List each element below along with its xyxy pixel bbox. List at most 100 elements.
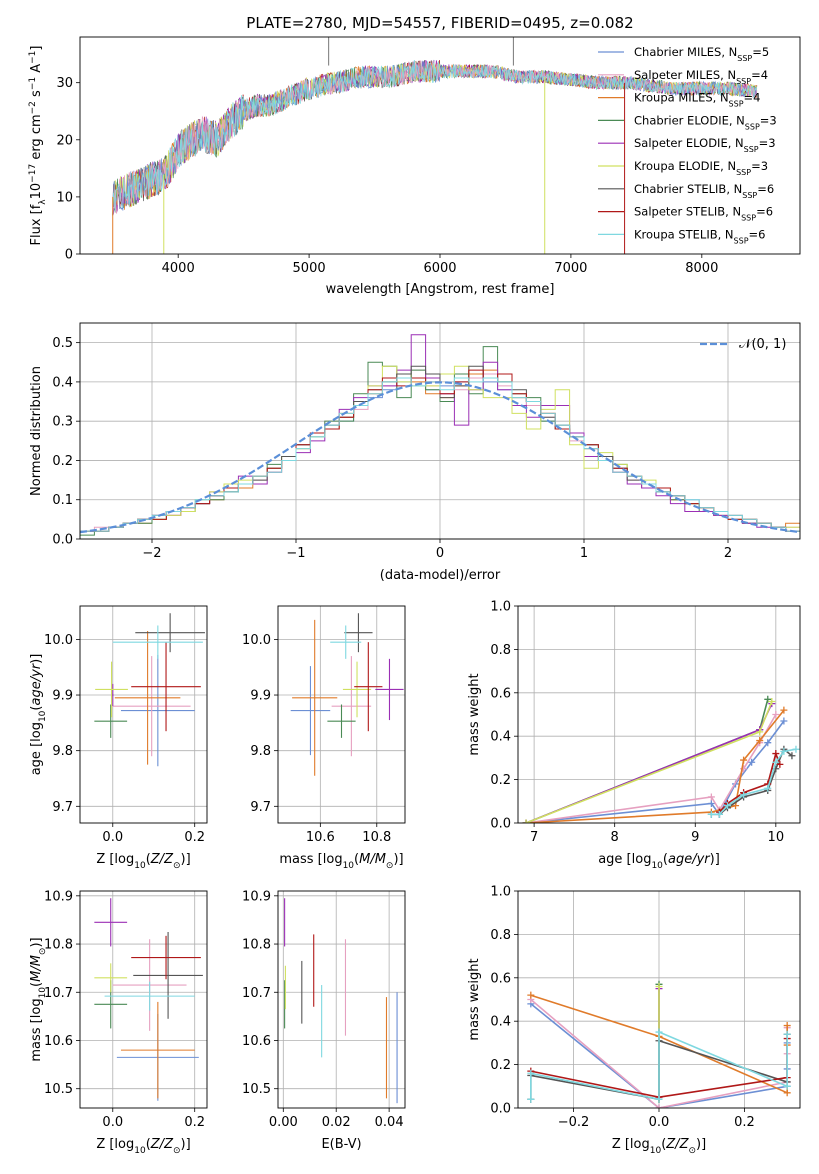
weight-marker [792, 745, 800, 753]
y-tick-label: 0.4 [490, 730, 511, 745]
y-tick-label: 0.5 [52, 336, 73, 351]
weight-marker [527, 991, 535, 999]
weight-marker [764, 695, 772, 703]
y-tick-label: 10.7 [44, 986, 73, 1001]
gaussian-curve [80, 381, 800, 534]
legend: 𝒩(0, 1) [700, 337, 786, 352]
x-tick-label: 6000 [423, 261, 456, 276]
x-tick-label: 8000 [685, 261, 718, 276]
age-vs-mass-panel: 10.6 10.8 9.7 9.8 9.9 10.0 mass [log10(M/M⊙)] [242, 605, 406, 871]
y-tick-label: 10.5 [44, 1082, 73, 1097]
y-tick-label: 9.8 [52, 744, 73, 759]
spectrum-panel: 4000 5000 6000 7000 8000 0 10 20 30 wavelength [A… [28, 36, 801, 297]
weight-marker [655, 1104, 663, 1108]
x-axis-label: mass [log10(M/M⊙)] [279, 852, 403, 871]
x-tick-label: 7 [530, 830, 538, 845]
y-tick-label: 10.8 [242, 938, 271, 953]
y-axis-label: Normed distribution [29, 366, 44, 496]
weight-series [529, 1030, 789, 1101]
y-tick-label: 0.4 [490, 1015, 511, 1030]
x-tick-label: 0.0 [102, 1115, 123, 1130]
weight-marker [783, 1082, 791, 1090]
y-tick-label: 10.7 [242, 986, 271, 1001]
x-tick-label: 10.6 [306, 830, 335, 845]
legend-label: Chabrier ELODIE, NSSP=3 [634, 113, 777, 130]
y-tick-label: 0.8 [490, 928, 511, 943]
weight-marker [776, 760, 784, 768]
y-tick-label: 10.9 [242, 889, 271, 904]
weight-marker [772, 750, 780, 758]
legend-label: Kroupa MILES, NSSP=4 [634, 91, 760, 109]
weight-marker [780, 706, 788, 714]
x-tick-label: −0.2 [558, 1115, 590, 1130]
spectrum-line [112, 60, 758, 216]
weight-marker [655, 1095, 663, 1103]
spectrum-line [112, 59, 758, 216]
x-tick-label: −2 [142, 546, 161, 561]
x-tick-label: 0.00 [269, 1115, 298, 1130]
weight-marker [748, 758, 756, 766]
x-tick-label: 0.04 [375, 1115, 404, 1130]
x-tick-label: 10 [768, 830, 785, 845]
y-tick-label: 0.0 [52, 533, 73, 548]
x-tick-label: 10.8 [362, 830, 391, 845]
error-bars [94, 613, 205, 767]
y-tick-label: 9.7 [250, 800, 271, 815]
weight-marker [655, 1028, 663, 1036]
y-axis-label: Flux [fλ10−17 erg cm−2 s−1 A−1] [28, 46, 48, 246]
y-tick-label: 10 [56, 190, 73, 205]
legend-label: Chabrier STELIB, NSSP=6 [634, 182, 774, 200]
histogram-lines [80, 334, 800, 539]
y-tick-label: 10.5 [242, 1082, 271, 1097]
error-bars [284, 898, 398, 1104]
x-tick-label: 8 [611, 830, 619, 845]
histogram-series [80, 377, 800, 539]
weight-lines [522, 695, 800, 823]
y-tick-label: 1.0 [490, 600, 511, 615]
weight-marker [756, 728, 764, 736]
weight-series [718, 750, 781, 813]
y-tick-label: 20 [56, 133, 73, 148]
weight-series [711, 748, 797, 816]
weight-marker [783, 1030, 791, 1038]
residual-panel: −2 −1 0 1 2 0.0 0.1 0.2 0.3 0.4 0.5 (data-model)/er… [29, 322, 801, 583]
weight-marker [772, 758, 780, 766]
weight-marker [768, 697, 776, 705]
error-bars [290, 613, 404, 776]
x-axis-label: (data-model)/error [380, 568, 501, 583]
axes-frame [79, 890, 208, 1109]
x-axis-label: Z [log10(Z/Z⊙)] [612, 1137, 706, 1156]
mass-vs-ebv-panel: 0.00 0.02 0.04 10.5 10.6 10.7 10.8 10.9 E(B-V) [242, 889, 406, 1152]
weight-series [525, 714, 777, 823]
weight-vs-Z-panel: −0.2 0.0 0.2 0.0 0.2 0.4 0.6 0.8 1.0 Z [log10(Z/Z… [467, 885, 801, 1156]
y-tick-label: 30 [56, 76, 73, 91]
y-tick-label: 10.0 [242, 633, 271, 648]
y-tick-label: 0.0 [490, 1102, 511, 1117]
y-tick-label: 10.8 [44, 938, 73, 953]
y-axis-label: mass weight [467, 958, 482, 1040]
weight-marker [780, 717, 788, 725]
weight-marker [527, 1069, 535, 1077]
y-tick-label: 0.2 [52, 454, 73, 469]
x-axis-label: wavelength [Angstrom, rest frame] [326, 282, 555, 297]
weight-marker [707, 799, 715, 807]
x-tick-label: 0 [436, 546, 444, 561]
weight-marker [740, 791, 748, 799]
y-tick-label: 9.9 [52, 689, 73, 704]
legend-label: Chabrier MILES, NSSP=5 [634, 45, 769, 63]
y-tick-label: 10.6 [44, 1034, 73, 1049]
y-axis-label: mass weight [467, 673, 482, 755]
weight-marker [772, 711, 780, 718]
weight-vs-age-panel: 7 8 9 10 0.0 0.2 0.4 0.6 0.8 1.0 age [log10(age/yr… [467, 600, 801, 871]
x-tick-label: 0.2 [734, 1115, 755, 1130]
weight-series [526, 709, 785, 823]
y-tick-label: 0.1 [52, 493, 73, 508]
x-axis-label: age [log10(age/yr)] [598, 852, 720, 871]
y-tick-label: 0.2 [490, 773, 511, 788]
axes-frame [277, 605, 406, 824]
y-tick-label: 0.4 [52, 375, 73, 390]
axes-frame [79, 605, 208, 824]
weight-marker [522, 819, 530, 823]
axes-frame [79, 322, 801, 540]
